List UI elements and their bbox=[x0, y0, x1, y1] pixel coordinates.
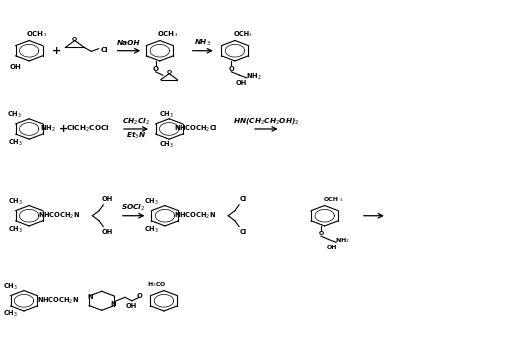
Text: OCH: OCH bbox=[324, 197, 339, 202]
Text: $_3$: $_3$ bbox=[174, 32, 178, 39]
Text: CH$_2$Cl$_2$: CH$_2$Cl$_2$ bbox=[122, 116, 150, 127]
Text: O: O bbox=[72, 37, 77, 42]
Text: O: O bbox=[153, 66, 158, 72]
Text: CH$_3$: CH$_3$ bbox=[8, 196, 23, 206]
Text: OCH: OCH bbox=[158, 31, 175, 37]
Text: Cl: Cl bbox=[239, 197, 246, 202]
Text: NH$_2$: NH$_2$ bbox=[246, 71, 262, 82]
Text: OH: OH bbox=[236, 80, 247, 86]
Text: CH$_3$: CH$_3$ bbox=[144, 196, 160, 206]
Text: CH$_3$: CH$_3$ bbox=[159, 109, 174, 120]
Text: CH$_3$: CH$_3$ bbox=[3, 309, 18, 319]
Text: CH$_3$: CH$_3$ bbox=[159, 140, 174, 150]
Text: OCH: OCH bbox=[27, 31, 44, 37]
Text: Cl: Cl bbox=[239, 229, 246, 235]
Text: HN(CH$_2$CH$_2$OH)$_2$: HN(CH$_2$CH$_2$OH)$_2$ bbox=[233, 117, 300, 127]
Text: NaOH: NaOH bbox=[117, 40, 141, 46]
Text: $_3$: $_3$ bbox=[338, 197, 343, 204]
Text: OH: OH bbox=[101, 197, 112, 202]
Text: NHCOCH$_2$N: NHCOCH$_2$N bbox=[174, 211, 216, 221]
Text: CH$_3$: CH$_3$ bbox=[7, 110, 21, 120]
Text: CH$_3$: CH$_3$ bbox=[3, 282, 18, 292]
Text: O: O bbox=[229, 66, 234, 72]
Text: OH: OH bbox=[126, 303, 138, 309]
Text: O: O bbox=[166, 70, 172, 75]
Text: O: O bbox=[136, 293, 142, 299]
Text: N: N bbox=[110, 301, 116, 307]
Text: NHCOCH$_2$N: NHCOCH$_2$N bbox=[38, 211, 80, 221]
Text: $_3$: $_3$ bbox=[43, 32, 47, 39]
Text: H$_3$CO: H$_3$CO bbox=[147, 280, 166, 289]
Text: NH$_2$: NH$_2$ bbox=[335, 236, 350, 245]
Text: OH: OH bbox=[10, 64, 21, 70]
Text: OH: OH bbox=[327, 245, 337, 250]
Text: NHCOCH$_2$N: NHCOCH$_2$N bbox=[37, 296, 78, 306]
Text: NH$_3$: NH$_3$ bbox=[195, 38, 211, 48]
Text: CH$_3$: CH$_3$ bbox=[144, 225, 160, 235]
Text: ClCH$_2$COCl: ClCH$_2$COCl bbox=[66, 124, 109, 134]
Text: +: + bbox=[59, 124, 68, 134]
Text: OCH: OCH bbox=[234, 31, 250, 37]
Text: Cl: Cl bbox=[101, 47, 109, 53]
Text: SOCl$_2$: SOCl$_2$ bbox=[121, 203, 146, 213]
Text: NH$_2$: NH$_2$ bbox=[40, 124, 55, 134]
Text: CH$_3$: CH$_3$ bbox=[8, 225, 23, 235]
Text: NHCOCH$_2$Cl: NHCOCH$_2$Cl bbox=[174, 124, 218, 134]
Text: $_3$: $_3$ bbox=[248, 32, 253, 39]
Text: +: + bbox=[52, 46, 61, 56]
Text: CH$_3$: CH$_3$ bbox=[8, 138, 22, 148]
Text: N: N bbox=[87, 294, 93, 300]
Text: O: O bbox=[319, 231, 324, 236]
Text: OH: OH bbox=[101, 229, 112, 235]
Text: Et$_3$N: Et$_3$N bbox=[126, 130, 146, 141]
